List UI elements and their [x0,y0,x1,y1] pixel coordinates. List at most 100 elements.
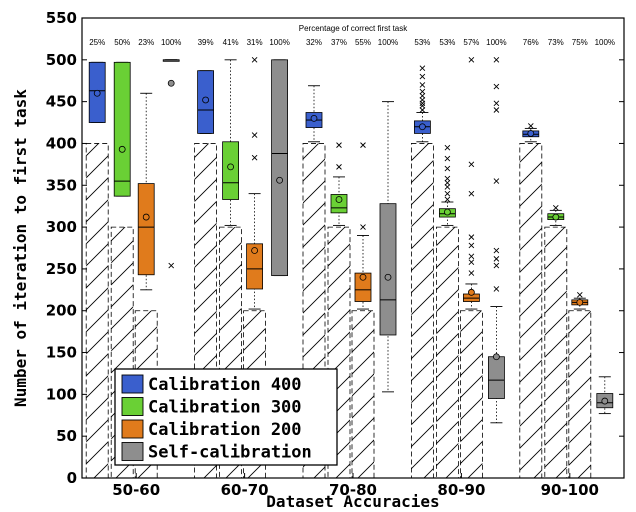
percentage-label: 100% [269,38,289,47]
outlier-marker [493,178,500,184]
outlier-marker [468,190,475,197]
percentage-label: 55% [355,38,371,47]
outlier-marker [493,57,500,63]
outlier-marker [419,102,426,109]
mean-marker [601,397,609,405]
percentage-label: 57% [463,38,479,47]
outlier-marker [360,142,366,148]
y-axis-title: Number of iteration to first task [11,89,30,407]
x-tick-label: 90-100 [541,481,599,499]
mean-marker [310,114,318,122]
hatched-region [544,226,568,479]
mean-marker [359,273,367,281]
outlier-marker [419,88,426,95]
y-tick-label: 100 [46,385,77,403]
hatched-region [410,143,434,479]
hatched-region [435,226,459,479]
outlier-marker [444,155,451,162]
mean-marker [93,89,101,97]
box [354,272,372,302]
outlier-marker [444,165,451,172]
y-tick-label: 350 [46,176,77,194]
box [137,183,155,276]
percentage-label: 31% [247,38,263,47]
box [113,61,131,197]
outlier-marker [336,164,342,170]
outlier-marker [444,190,451,197]
x-axis-title: Dataset Accuracies [266,492,439,511]
hatched-region [568,310,592,479]
mean-marker [167,79,175,87]
percentage-label: 37% [331,38,347,47]
percentage-label: 50% [114,38,130,47]
hatched-region [351,310,375,479]
percentage-label: 23% [138,38,154,47]
legend: Calibration 400 Calibration 300Calibratio… [114,368,338,466]
outlier-marker [468,57,475,63]
mean-marker [276,176,284,184]
percentage-label: 100% [378,38,398,47]
mean-marker [418,123,426,131]
percentage-label: 39% [198,38,214,47]
mean-marker [443,208,451,216]
outlier-marker [493,262,500,269]
x-tick-label: 80-90 [437,481,485,499]
outlier-marker [468,259,475,266]
x-tick-label: 70-80 [329,481,377,499]
outlier-marker [419,107,426,113]
outlier-marker [493,100,500,107]
hatched-region [459,310,483,479]
box [271,59,289,276]
percentage-label: 100% [161,38,181,47]
outlier-marker [444,144,451,151]
box [246,243,264,290]
percentage-label: 32% [306,38,322,47]
box [222,141,240,200]
outlier-marker [419,82,426,88]
outlier-marker [493,256,500,262]
mean-marker [142,213,150,221]
y-tick-label: 450 [46,93,77,111]
y-tick-label: 50 [56,427,77,445]
mean-marker [202,96,210,104]
legend-swatch [121,442,144,461]
mean-marker [552,213,560,221]
outlier-marker [251,154,258,161]
outlier-marker [360,224,366,230]
hatched-region [519,143,543,479]
percentage-label: 76% [523,38,539,47]
legend-swatch [121,397,144,416]
mean-marker [251,247,259,254]
outlier-marker [552,205,559,211]
legend-frame [114,368,338,466]
outlier-marker [527,123,534,129]
y-tick-label: 250 [46,260,77,278]
y-tick-label: 200 [46,302,77,320]
percentage-label: 53% [414,38,430,47]
outlier-marker [444,179,451,186]
box [379,203,397,336]
outlier-marker [419,73,426,80]
outlier-marker [444,184,451,190]
outlier-marker [468,161,475,168]
mean-marker [576,298,584,306]
legend-swatch [121,419,144,439]
outlier-marker [336,142,342,148]
outlier-marker [493,83,500,90]
y-tick-label: 300 [46,218,77,236]
hatched-region [85,143,109,479]
legend-label: Calibration 200 [148,420,302,440]
x-tick-label: 60-70 [221,481,269,499]
mean-marker [527,130,535,137]
outlier-marker [251,132,258,138]
mean-marker [335,196,343,203]
outlier-marker [444,175,451,182]
y-tick-label: 150 [46,344,77,362]
percentage-annotation-title: Percentage of correct first task [299,24,408,33]
outlier-marker [444,196,451,203]
legend-label: Self-calibration [148,443,312,463]
percentage-label: 53% [439,38,455,47]
outlier-marker [168,262,175,269]
y-tick-label: 400 [46,134,77,152]
outlier-marker [493,286,500,292]
